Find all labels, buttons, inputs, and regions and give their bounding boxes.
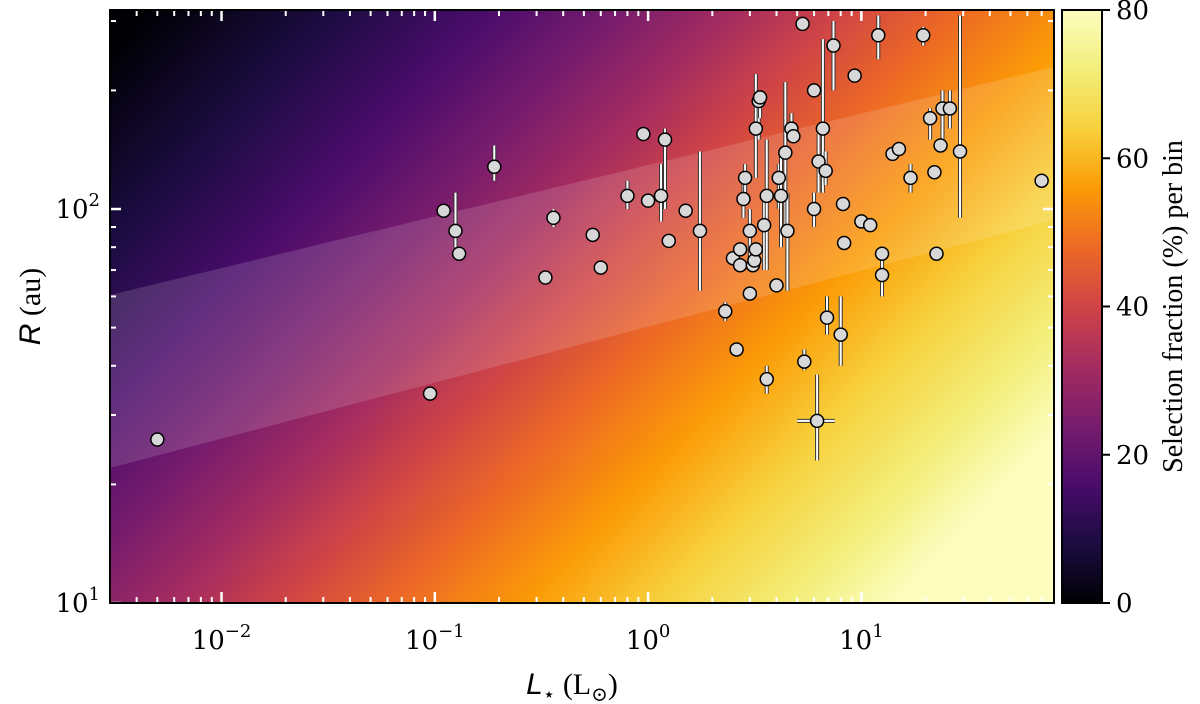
plot-frame bbox=[109, 9, 1055, 604]
x-tick-label: 101 bbox=[839, 621, 884, 656]
data-point bbox=[819, 310, 835, 325]
selection-fraction-heatmap bbox=[110, 10, 1054, 603]
data-point bbox=[815, 121, 831, 136]
data-point bbox=[927, 164, 942, 180]
colorbar-tick-label: 0 bbox=[1116, 589, 1133, 619]
data-point bbox=[487, 159, 502, 175]
data-point bbox=[862, 217, 878, 233]
data-point bbox=[451, 246, 467, 261]
data-point bbox=[769, 278, 784, 293]
data-point bbox=[818, 163, 833, 179]
data-point bbox=[729, 342, 744, 357]
data-point bbox=[678, 203, 693, 218]
colorbar-tick-label: 60 bbox=[1116, 144, 1149, 174]
data-point bbox=[448, 223, 463, 239]
data-point bbox=[836, 235, 852, 251]
data-point bbox=[546, 210, 561, 226]
x-tick-label: 10−2 bbox=[192, 621, 252, 656]
x-axis-label: L⋆ (L⊙) bbox=[526, 668, 618, 704]
y-tick-label: 101 bbox=[55, 584, 100, 619]
data-point bbox=[737, 170, 753, 186]
data-point bbox=[952, 144, 968, 159]
data-point bbox=[771, 170, 787, 186]
data-point bbox=[732, 242, 748, 257]
data-point bbox=[736, 191, 751, 207]
data-point bbox=[538, 270, 553, 285]
data-point bbox=[780, 223, 795, 239]
data-point bbox=[874, 267, 890, 283]
data-point bbox=[422, 386, 438, 401]
data-point bbox=[661, 233, 677, 249]
data-point bbox=[795, 16, 810, 32]
data-point bbox=[692, 223, 708, 239]
data-point bbox=[922, 110, 938, 126]
data-point bbox=[620, 188, 635, 204]
data-point bbox=[942, 101, 958, 116]
data-point bbox=[742, 223, 758, 239]
colorbar-label: Selection fraction (%) per bin bbox=[1158, 140, 1189, 473]
data-point bbox=[585, 227, 600, 243]
data-point bbox=[150, 432, 165, 447]
data-point bbox=[640, 193, 656, 208]
data-points bbox=[150, 16, 1049, 447]
y-tick-label: 102 bbox=[55, 190, 100, 225]
data-point bbox=[756, 217, 772, 233]
data-point bbox=[933, 138, 948, 153]
data-point bbox=[636, 126, 651, 142]
data-point bbox=[806, 201, 822, 217]
data-point bbox=[1034, 173, 1049, 188]
colorbar-gradient bbox=[1061, 9, 1103, 604]
data-point bbox=[593, 260, 609, 275]
data-point bbox=[717, 304, 733, 319]
data-point bbox=[748, 121, 764, 136]
data-point bbox=[891, 141, 907, 157]
data-point bbox=[752, 90, 768, 105]
data-point bbox=[778, 145, 793, 160]
data-point bbox=[759, 188, 774, 204]
data-point bbox=[871, 28, 886, 43]
x-tick-label: 100 bbox=[626, 621, 671, 656]
data-point bbox=[847, 68, 862, 83]
colorbar-tick-label: 80 bbox=[1116, 0, 1149, 26]
data-point bbox=[833, 327, 848, 342]
x-tick-labels: 10−2 10−1 100 101 bbox=[192, 621, 884, 656]
data-point bbox=[835, 196, 851, 212]
colorbar-tick-label: 40 bbox=[1116, 293, 1149, 323]
x-tick-label: 10−1 bbox=[405, 621, 465, 656]
data-point bbox=[742, 286, 758, 301]
colorbar: 0 20 40 60 80 Selection fraction (%) per bin bbox=[1061, 0, 1189, 619]
data-point bbox=[748, 242, 764, 257]
data-point bbox=[657, 132, 673, 147]
data-point bbox=[653, 188, 669, 204]
data-point bbox=[773, 188, 789, 204]
colorbar-tick-label: 20 bbox=[1116, 441, 1149, 471]
data-point bbox=[806, 83, 822, 98]
data-point bbox=[797, 354, 812, 369]
data-point bbox=[759, 371, 774, 387]
y-axis-label: R (au) bbox=[14, 268, 47, 345]
data-point bbox=[929, 246, 944, 261]
data-point bbox=[903, 170, 918, 186]
plot-area bbox=[109, 9, 1055, 605]
colorbar-ticks: 0 20 40 60 80 bbox=[1102, 0, 1149, 619]
data-point bbox=[436, 203, 451, 218]
data-point bbox=[786, 129, 801, 144]
data-point bbox=[915, 28, 931, 43]
data-point bbox=[809, 413, 825, 429]
data-point bbox=[874, 246, 890, 261]
data-point bbox=[826, 38, 841, 53]
y-tick-labels: 101 102 bbox=[55, 190, 100, 619]
data-point bbox=[732, 257, 748, 273]
